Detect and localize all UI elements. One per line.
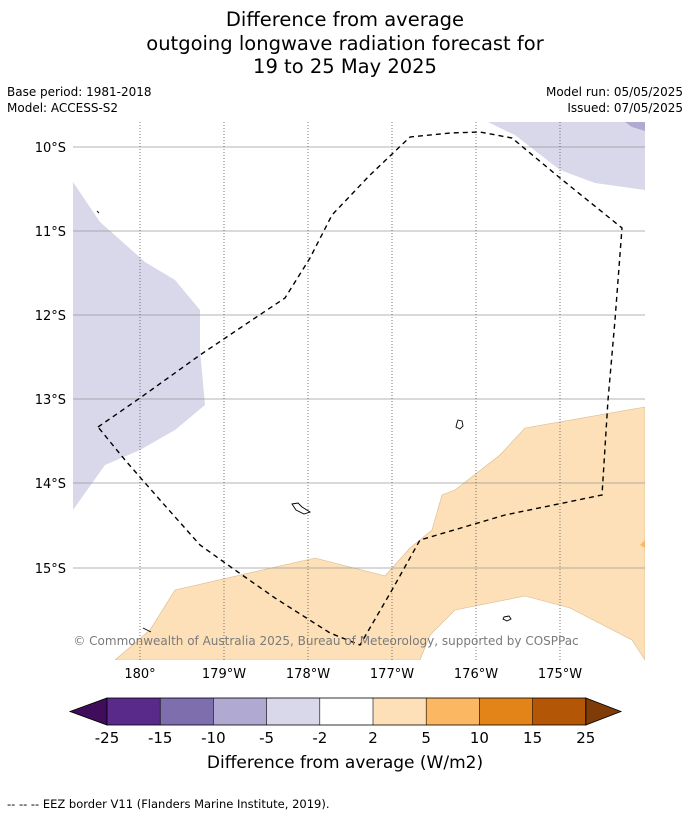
- base-period: Base period: 1981-2018: [7, 85, 152, 99]
- colorbar-tick-label: 10: [470, 729, 489, 747]
- issued-date: Issued: 07/05/2025: [567, 101, 683, 115]
- colorbar-extend-max: [585, 697, 623, 726]
- positive-anomaly-edge: [640, 540, 645, 548]
- colorbar-tick-label: -10: [201, 729, 226, 747]
- colorbar-tick-label: 5: [421, 729, 431, 747]
- colorbar-tick-label: 15: [523, 729, 542, 747]
- longitude-labels: 180° 179°W 178°W 177°W 176°W 175°W: [124, 667, 582, 682]
- island-north: [455, 419, 464, 430]
- lon-tick-label: 179°W: [202, 667, 246, 682]
- negative-anomaly-northeast: [488, 122, 645, 190]
- colorbar-tick-label: 2: [368, 729, 378, 747]
- lat-tick-label: 13°S: [35, 393, 66, 408]
- lat-tick-label: 10°S: [35, 141, 66, 156]
- colorbar-tick-label: -5: [259, 729, 274, 747]
- colorbar-segment: [160, 698, 214, 725]
- colorbar-tick-label: -2: [312, 729, 327, 747]
- latitude-gridlines: [73, 146, 645, 569]
- eez-legend-note: -- -- -- EEZ border V11 (Flanders Marine…: [7, 797, 330, 811]
- colorbar: -25 -15 -10 -5 -2 2 5 10 15 25: [68, 697, 623, 747]
- islands: [96, 210, 512, 633]
- anomaly-fields: [73, 122, 645, 660]
- positive-anomaly-south: [114, 406, 645, 660]
- islet-northwest: [96, 210, 100, 214]
- island-west: [291, 502, 312, 515]
- latitude-labels: 10°S 11°S 12°S 13°S 14°S 15°S: [35, 141, 66, 577]
- lon-tick-label: 177°W: [370, 667, 414, 682]
- colorbar-segment: [319, 698, 373, 725]
- colorbar-segment: [373, 698, 427, 725]
- colorbar-title: Difference from average (W/m2): [206, 753, 484, 773]
- negative-anomaly-corner: [625, 122, 645, 131]
- colorbar-segment: [107, 698, 161, 725]
- lon-tick-label: 175°W: [538, 667, 582, 682]
- lat-tick-label: 11°S: [35, 225, 66, 240]
- negative-anomaly-west: [73, 182, 205, 510]
- colorbar-segment: [266, 698, 320, 725]
- lon-tick-label: 176°W: [454, 667, 498, 682]
- island-southwest: [142, 627, 152, 633]
- lat-tick-label: 14°S: [35, 477, 66, 492]
- lon-tick-label: 180°: [124, 667, 155, 682]
- title-line-1: Difference from average: [225, 8, 465, 31]
- title-line-2: outgoing longwave radiation forecast for: [146, 32, 544, 55]
- colorbar-frame: [106, 697, 587, 726]
- model-name: Model: ACCESS-S2: [7, 101, 119, 115]
- colorbar-segment: [532, 698, 586, 725]
- lon-tick-label: 178°W: [286, 667, 330, 682]
- colorbar-extend-min: [68, 697, 108, 726]
- colorbar-segment: [479, 698, 533, 725]
- title-line-3: 19 to 25 May 2025: [253, 55, 437, 78]
- island-south: [502, 615, 512, 622]
- colorbar-tick-label: 25: [576, 729, 595, 747]
- lat-tick-label: 15°S: [35, 562, 66, 577]
- colorbar-segment: [213, 698, 267, 725]
- colorbar-tick-label: -25: [95, 729, 120, 747]
- colorbar-segment: [426, 698, 480, 725]
- eez-border: [96, 131, 623, 646]
- model-run: Model run: 05/05/2025: [545, 85, 683, 99]
- lat-tick-label: 12°S: [35, 309, 66, 324]
- copyright-notice: © Commonwealth of Australia 2025, Bureau…: [73, 634, 578, 648]
- colorbar-tick-label: -15: [148, 729, 173, 747]
